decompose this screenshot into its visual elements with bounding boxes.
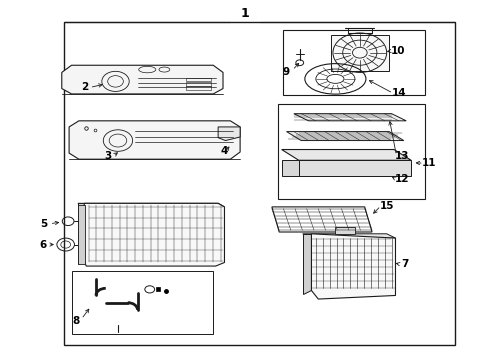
Polygon shape [282, 160, 299, 176]
Polygon shape [218, 127, 240, 140]
Text: 15: 15 [379, 201, 394, 211]
Text: 11: 11 [422, 158, 437, 168]
Polygon shape [299, 160, 411, 176]
Polygon shape [69, 121, 240, 159]
Bar [186, 82, 211, 86]
Bar [331, 35, 389, 71]
Polygon shape [78, 203, 224, 207]
Text: 10: 10 [391, 46, 405, 56]
Polygon shape [84, 203, 224, 266]
Polygon shape [294, 114, 406, 121]
Polygon shape [303, 234, 312, 294]
Polygon shape [303, 234, 395, 238]
Text: 6: 6 [40, 240, 47, 250]
Ellipse shape [327, 75, 344, 84]
Text: 8: 8 [73, 316, 80, 326]
Text: 3: 3 [104, 151, 112, 161]
Text: 1: 1 [241, 7, 249, 20]
Polygon shape [312, 234, 395, 299]
Bar [283, 31, 425, 95]
Text: 2: 2 [81, 82, 88, 93]
Bar [78, 205, 85, 264]
Bar [186, 86, 211, 90]
Bar [64, 22, 455, 345]
Text: 7: 7 [402, 259, 409, 269]
Text: 14: 14 [392, 88, 406, 98]
Polygon shape [62, 65, 223, 94]
Text: 12: 12 [395, 174, 410, 184]
Polygon shape [282, 149, 411, 160]
Bar [278, 104, 425, 199]
Text: 4: 4 [220, 146, 228, 156]
Text: 13: 13 [395, 150, 410, 161]
Polygon shape [78, 203, 84, 264]
Polygon shape [287, 132, 404, 140]
Text: 9: 9 [283, 67, 290, 77]
Text: 5: 5 [40, 219, 48, 229]
Polygon shape [272, 207, 372, 232]
Bar [186, 78, 211, 81]
Bar [335, 227, 355, 234]
